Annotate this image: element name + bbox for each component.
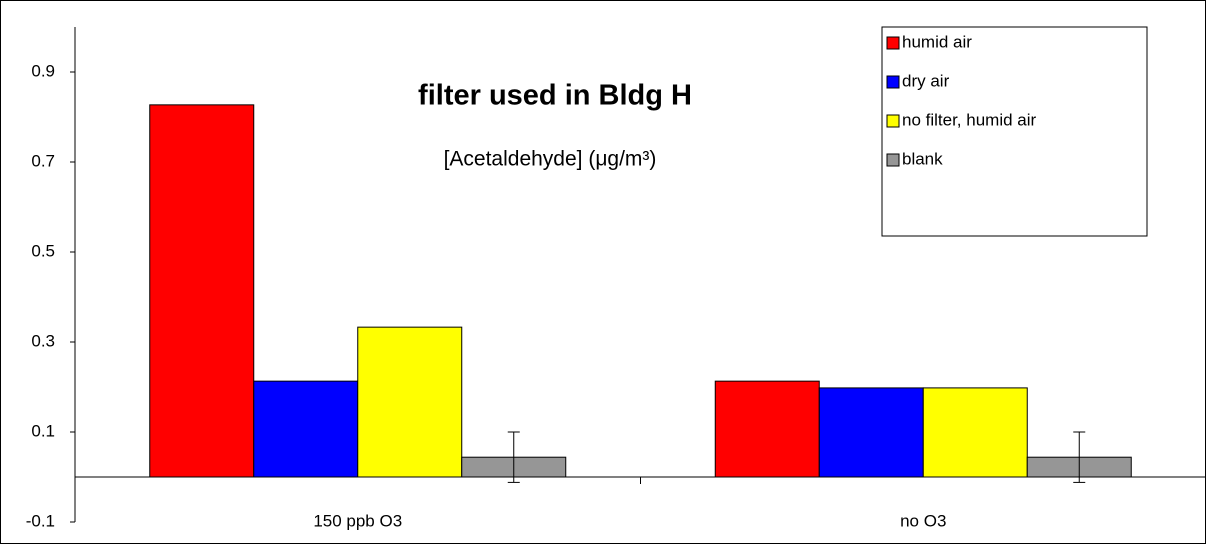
bar bbox=[357, 326, 463, 478]
chart-title: filter used in Bldg H bbox=[418, 80, 692, 112]
x-tick-label: 150 ppb O3 bbox=[313, 511, 402, 530]
legend-label: no filter, humid air bbox=[902, 110, 1037, 129]
legend-swatch bbox=[886, 114, 900, 128]
legend-swatch bbox=[886, 153, 900, 167]
x-tick-label: no O3 bbox=[900, 511, 946, 530]
y-tick-label: 0.5 bbox=[31, 241, 55, 260]
legend-swatch bbox=[886, 36, 900, 50]
y-tick-label: 0.7 bbox=[31, 151, 55, 170]
y-tick-label: 0.9 bbox=[31, 61, 55, 80]
y-tick-label: 0.1 bbox=[31, 421, 55, 440]
legend-label: dry air bbox=[902, 71, 950, 90]
y-tick-label: 0.3 bbox=[31, 331, 55, 350]
legend-box bbox=[881, 26, 1148, 237]
bar bbox=[149, 104, 255, 478]
error-bar bbox=[507, 431, 520, 483]
legend-label: humid air bbox=[902, 32, 972, 51]
y-tick-label: -0.1 bbox=[26, 511, 55, 530]
bar bbox=[922, 387, 1028, 478]
bar bbox=[253, 380, 359, 478]
bar bbox=[818, 387, 924, 478]
chart-subtitle: [Acetaldehyde] (μg/m³) bbox=[444, 148, 657, 171]
legend-label: blank bbox=[902, 149, 943, 168]
bar bbox=[714, 380, 820, 478]
legend-swatch bbox=[886, 75, 900, 89]
error-bar bbox=[1073, 431, 1086, 483]
